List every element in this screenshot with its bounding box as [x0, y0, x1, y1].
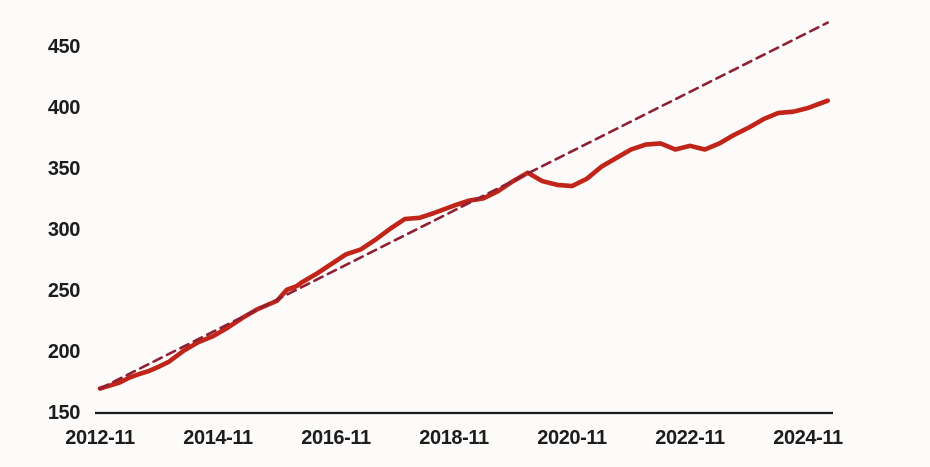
- y-tick-label: 250: [47, 280, 81, 302]
- x-tick-label: 2012-11: [65, 427, 135, 449]
- y-tick-label: 150: [47, 402, 81, 424]
- x-tick-label: 2022-11: [655, 427, 725, 449]
- y-tick-label: 350: [47, 158, 81, 180]
- x-tick-label: 2016-11: [301, 427, 371, 449]
- x-tick-label: 2020-11: [537, 427, 607, 449]
- x-tick-label: 2014-11: [183, 427, 253, 449]
- actual-index-line: [97, 98, 830, 391]
- x-tick-label: 2018-11: [419, 427, 489, 449]
- y-tick-label: 300: [47, 219, 81, 241]
- y-tick-label: 200: [47, 341, 81, 363]
- y-tick-label: 400: [47, 97, 81, 119]
- y-tick-label: 450: [47, 36, 81, 58]
- x-tick-label: 2024-11: [773, 427, 843, 449]
- linear-trend-line: [98, 21, 829, 390]
